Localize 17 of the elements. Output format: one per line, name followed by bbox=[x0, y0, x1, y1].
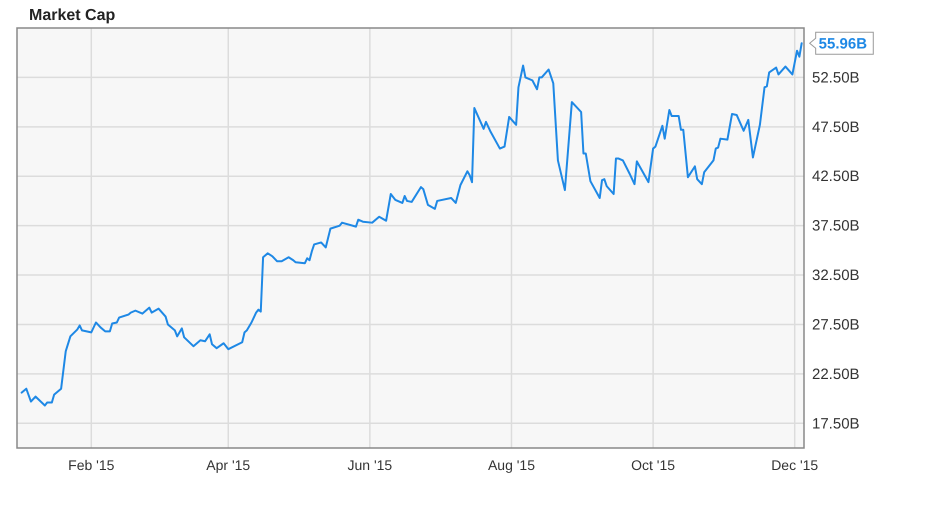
y-tick-label: 37.50B bbox=[812, 218, 860, 235]
x-tick-label: Aug '15 bbox=[488, 457, 536, 473]
x-tick-label: Apr '15 bbox=[206, 457, 250, 473]
x-tick-label: Dec '15 bbox=[771, 457, 818, 473]
x-tick-label: Oct '15 bbox=[631, 457, 676, 473]
y-tick-label: 27.50B bbox=[812, 316, 860, 334]
y-tick-label: 17.50B bbox=[812, 415, 860, 432]
x-tick-label: Feb '15 bbox=[68, 457, 115, 473]
y-tick-label: 22.50B bbox=[812, 366, 860, 383]
y-tick-label: 42.50B bbox=[812, 168, 860, 186]
y-tick-label: 47.50B bbox=[812, 118, 860, 136]
chart-title: Market Cap bbox=[29, 7, 116, 24]
data-label: 55.96B bbox=[818, 36, 868, 53]
y-tick-label: 32.50B bbox=[812, 267, 860, 284]
x-tick-label: Jun '15 bbox=[348, 457, 392, 473]
y-tick-label: 52.50B bbox=[812, 69, 860, 86]
line-series bbox=[20, 42, 803, 407]
